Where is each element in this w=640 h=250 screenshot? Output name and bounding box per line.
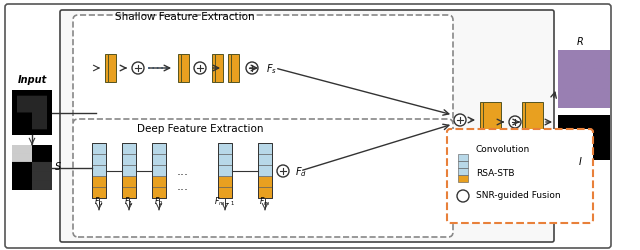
Circle shape (454, 114, 466, 126)
FancyBboxPatch shape (92, 165, 106, 176)
FancyBboxPatch shape (258, 143, 272, 154)
FancyBboxPatch shape (122, 187, 136, 198)
Text: RSA-STB: RSA-STB (476, 170, 515, 178)
FancyBboxPatch shape (480, 102, 498, 142)
FancyBboxPatch shape (152, 187, 166, 198)
FancyBboxPatch shape (215, 54, 223, 82)
Text: Input: Input (18, 75, 47, 85)
Circle shape (457, 190, 469, 202)
FancyBboxPatch shape (92, 154, 106, 165)
FancyBboxPatch shape (92, 187, 106, 198)
FancyBboxPatch shape (5, 4, 611, 248)
FancyBboxPatch shape (152, 143, 166, 154)
Text: Shallow Feature Extraction: Shallow Feature Extraction (115, 12, 255, 22)
FancyBboxPatch shape (108, 54, 116, 82)
FancyBboxPatch shape (105, 54, 113, 82)
Text: ...: ... (177, 180, 189, 193)
Text: $F_s$: $F_s$ (266, 62, 277, 76)
FancyBboxPatch shape (458, 154, 468, 161)
FancyBboxPatch shape (92, 176, 106, 187)
FancyBboxPatch shape (122, 143, 136, 154)
FancyBboxPatch shape (181, 54, 189, 82)
FancyBboxPatch shape (122, 154, 136, 165)
FancyBboxPatch shape (218, 187, 232, 198)
FancyBboxPatch shape (461, 140, 468, 158)
Text: $F_2$: $F_2$ (154, 196, 164, 208)
FancyBboxPatch shape (73, 15, 453, 125)
FancyBboxPatch shape (122, 165, 136, 176)
Text: Convolution: Convolution (476, 146, 531, 154)
FancyBboxPatch shape (231, 54, 239, 82)
FancyBboxPatch shape (458, 161, 468, 168)
Text: Deep Feature Extraction: Deep Feature Extraction (137, 124, 263, 134)
FancyBboxPatch shape (178, 54, 186, 82)
FancyBboxPatch shape (447, 129, 593, 223)
FancyBboxPatch shape (218, 165, 232, 176)
Text: $F_0$: $F_0$ (94, 196, 104, 208)
Text: I: I (579, 157, 581, 167)
FancyBboxPatch shape (152, 165, 166, 176)
FancyBboxPatch shape (218, 176, 232, 187)
FancyBboxPatch shape (218, 143, 232, 154)
Text: $F_m$: $F_m$ (259, 196, 271, 208)
Text: $F_{m-1}$: $F_{m-1}$ (214, 196, 236, 208)
FancyBboxPatch shape (258, 187, 272, 198)
FancyBboxPatch shape (258, 176, 272, 187)
FancyBboxPatch shape (218, 154, 232, 165)
FancyBboxPatch shape (522, 102, 540, 142)
Circle shape (277, 165, 289, 177)
FancyBboxPatch shape (152, 176, 166, 187)
FancyBboxPatch shape (122, 176, 136, 187)
FancyBboxPatch shape (152, 154, 166, 165)
FancyBboxPatch shape (458, 175, 468, 182)
Text: S: S (55, 162, 61, 172)
FancyBboxPatch shape (258, 154, 272, 165)
FancyBboxPatch shape (73, 119, 453, 237)
Circle shape (246, 62, 258, 74)
FancyBboxPatch shape (525, 102, 543, 142)
Text: SNR-guided Fusion: SNR-guided Fusion (476, 192, 561, 200)
FancyBboxPatch shape (483, 102, 501, 142)
Text: $F_d$: $F_d$ (295, 165, 307, 179)
Text: ...: ... (177, 165, 189, 178)
FancyBboxPatch shape (458, 168, 468, 175)
Circle shape (194, 62, 206, 74)
FancyBboxPatch shape (458, 140, 465, 158)
FancyBboxPatch shape (60, 10, 554, 242)
FancyBboxPatch shape (92, 143, 106, 154)
Circle shape (509, 116, 521, 128)
FancyBboxPatch shape (258, 165, 272, 176)
Circle shape (132, 62, 144, 74)
Text: R: R (577, 37, 584, 47)
Text: $F_1$: $F_1$ (124, 196, 134, 208)
FancyBboxPatch shape (212, 54, 220, 82)
FancyBboxPatch shape (228, 54, 236, 82)
